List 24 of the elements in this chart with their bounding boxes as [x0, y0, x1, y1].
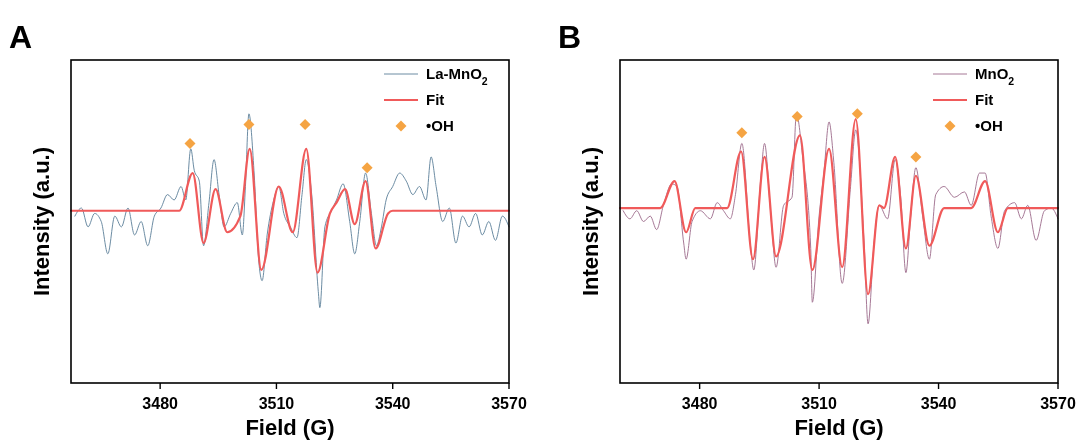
legend-label: Fit: [975, 91, 994, 108]
x-tick-label: 3570: [491, 395, 527, 412]
y-axis-title: Intensity (a.u.): [29, 146, 54, 297]
point: [736, 127, 748, 139]
chart-title: B: [558, 19, 582, 55]
legend-label: •OH: [426, 117, 454, 134]
y-axis-title: Intensity (a.u.): [578, 146, 603, 297]
x-tick-label: 3510: [801, 395, 837, 412]
x-tick-label: 3540: [374, 395, 411, 412]
x-tick-label: 3540: [920, 395, 957, 412]
legend-label: La-MnO$_{2}$: [426, 65, 488, 87]
point: [910, 151, 922, 163]
legend-label: •OH: [975, 117, 1003, 134]
legend-label: Fit: [426, 91, 445, 108]
point: [851, 108, 863, 120]
x-tick-label: 3480: [681, 395, 718, 412]
x-axis-title: Field (G): [245, 415, 335, 440]
x-tick-label: 3510: [258, 395, 295, 412]
point: [791, 111, 803, 123]
chart-title: A: [9, 19, 33, 55]
x-axis-title: Field (G): [794, 415, 884, 440]
x-tick-label: 3480: [142, 395, 179, 412]
legend-label: MnO$_{2}$: [975, 65, 1015, 87]
x-tick-label: 3570: [1040, 395, 1076, 412]
